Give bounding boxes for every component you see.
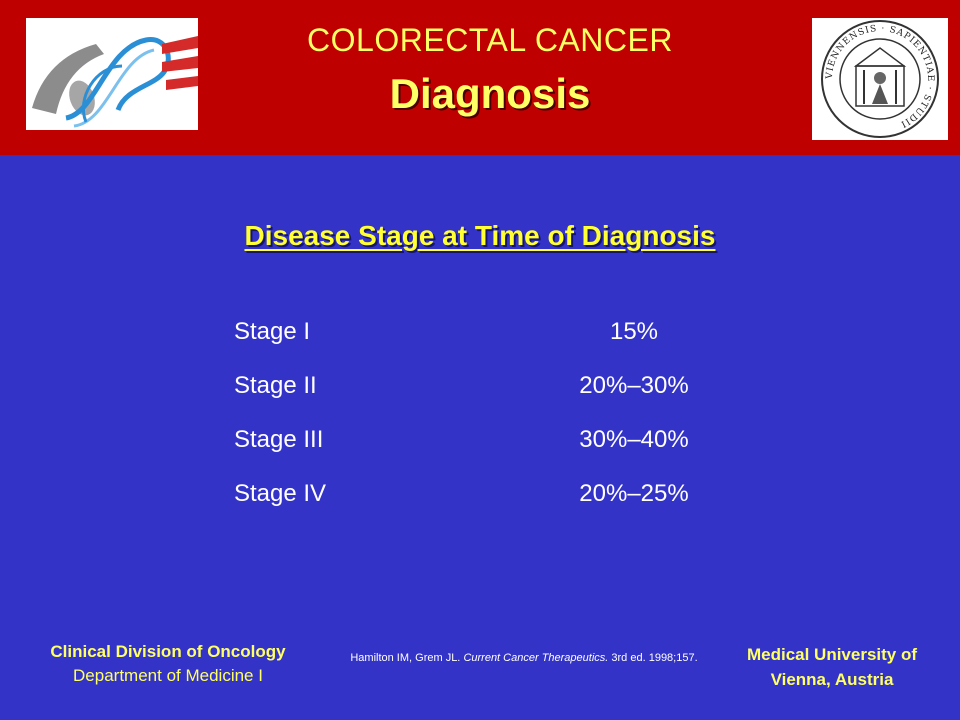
- stage-percentage: 20%–30%: [579, 372, 689, 399]
- university-seal: VIENNENSIS · SAPIENTIAE · STUDII: [812, 18, 948, 140]
- section-heading: Disease Stage at Time of Diagnosis: [244, 220, 716, 251]
- stage-percentage: 20%–25%: [579, 480, 689, 507]
- citation-authors: Hamilton IM, Grem JL.: [350, 652, 461, 664]
- university-location: Vienna, Austria: [770, 670, 894, 689]
- clinic-logo-icon: [32, 36, 198, 128]
- division-name: Clinical Division of Oncology: [50, 642, 286, 661]
- stage-label: Stage IV: [234, 480, 327, 507]
- footer-university: Medical University of Vienna, Austria: [718, 642, 946, 692]
- university-name: Medical University of: [746, 645, 918, 664]
- table-row: Stage I 15%: [234, 318, 754, 372]
- table-row: Stage II 20%–30%: [234, 372, 754, 426]
- stage-label: Stage II: [234, 372, 317, 399]
- clinic-logo: [26, 18, 198, 130]
- university-seal-icon: VIENNENSIS · SAPIENTIAE · STUDII: [821, 20, 939, 138]
- table-row: Stage IV 20%–25%: [234, 480, 754, 534]
- stage-label: Stage I: [234, 318, 311, 345]
- stage-label: Stage III: [234, 426, 324, 453]
- stage-table: Stage I 15% Stage II 20%–30% Stage III 3…: [234, 318, 754, 534]
- footer-division: Clinical Division of Oncology Department…: [12, 640, 324, 688]
- citation-details: 3rd ed. 1998;157.: [611, 652, 698, 664]
- stage-percentage: 30%–40%: [579, 426, 689, 453]
- citation: Hamilton IM, Grem JL. Current Cancer The…: [336, 651, 712, 665]
- table-row: Stage III 30%–40%: [234, 426, 754, 480]
- slide-title: Diagnosis: [389, 70, 591, 117]
- stage-percentage: 15%: [609, 318, 659, 345]
- slide-topic: COLORECTAL CANCER: [307, 22, 673, 58]
- department-name: Department of Medicine I: [73, 666, 263, 685]
- citation-title: Current Cancer Therapeutics.: [463, 652, 609, 664]
- header-bar: COLORECTAL CANCER Diagnosis VIENNENSIS ·…: [0, 0, 960, 155]
